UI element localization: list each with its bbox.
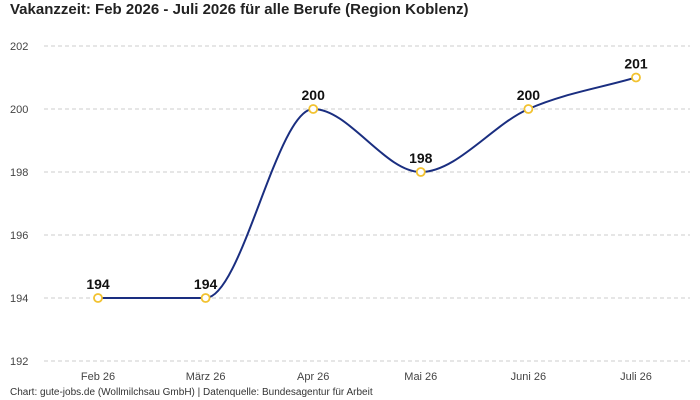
data-point xyxy=(415,167,426,177)
x-tick-label: Mai 26 xyxy=(404,371,437,383)
y-tick-label: 194 xyxy=(10,293,28,305)
data-labels: 194 194 200 198 200 201 xyxy=(86,56,648,293)
data-label: 194 xyxy=(194,276,218,292)
y-tick-label: 192 xyxy=(10,356,28,368)
data-label: 200 xyxy=(302,87,326,103)
data-label: 194 xyxy=(86,276,110,292)
chart-title: Vakanzzeit: Feb 2026 - Juli 2026 für all… xyxy=(10,1,469,18)
data-point xyxy=(93,293,103,303)
data-label: 198 xyxy=(409,150,433,166)
x-tick-label: Apr 26 xyxy=(297,371,329,383)
data-label: 201 xyxy=(624,56,648,72)
y-tick-label: 196 xyxy=(10,230,28,242)
x-tick-label: März 26 xyxy=(186,371,226,383)
x-axis-ticks: Feb 26 März 26 Apr 26 Mai 26 Juni 26 Juli 26 xyxy=(81,371,652,383)
data-label: 200 xyxy=(517,87,541,103)
data-points xyxy=(93,72,641,303)
series-lines xyxy=(97,76,637,299)
data-point xyxy=(308,104,319,114)
y-tick-label: 202 xyxy=(10,41,28,53)
x-tick-label: Juli 26 xyxy=(620,371,652,383)
chart-footer: Chart: gute-jobs.de (Wollmilchsau GmbH) … xyxy=(10,387,373,398)
y-tick-label: 200 xyxy=(10,104,28,116)
grid-lines xyxy=(44,45,690,362)
data-point xyxy=(523,104,534,114)
y-tick-label: 198 xyxy=(10,167,28,179)
series-line xyxy=(97,76,637,299)
data-point xyxy=(631,72,641,83)
x-tick-label: Juni 26 xyxy=(511,371,546,383)
y-axis-ticks: 192 194 196 198 200 202 xyxy=(10,41,28,368)
x-tick-label: Feb 26 xyxy=(81,371,115,383)
data-point xyxy=(200,293,211,303)
